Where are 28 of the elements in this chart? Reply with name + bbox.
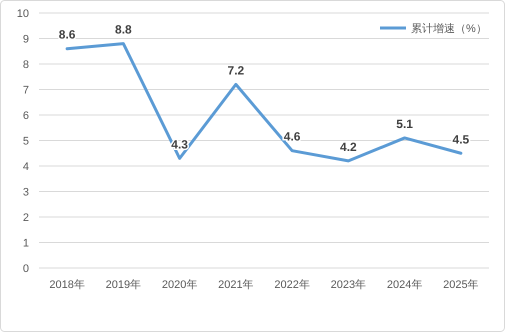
y-tick-label: 10 [16, 8, 29, 20]
y-tick-label: 3 [22, 186, 29, 198]
data-label: 4.6 [284, 130, 301, 144]
x-tick-label: 2021年 [218, 279, 254, 291]
x-tick-label: 2018年 [49, 279, 85, 291]
data-label: 8.6 [58, 28, 76, 42]
y-tick-label: 1 [22, 238, 29, 250]
x-tick-label: 2020年 [162, 279, 198, 291]
legend: 累计增速（%） [380, 23, 487, 35]
y-tick-label: 9 [22, 34, 29, 46]
x-tick-label: 2022年 [274, 279, 310, 291]
x-tick-label: 2019年 [106, 279, 142, 291]
y-tick-label: 2 [22, 212, 29, 224]
data-label: 5.1 [396, 116, 414, 131]
y-tick-label: 8 [22, 59, 29, 71]
y-tick-label: 4 [22, 161, 29, 173]
data-label: 4.2 [340, 140, 358, 154]
y-tick-label: 0 [22, 263, 29, 275]
y-tick-label: 7 [22, 84, 29, 96]
y-tick-label: 6 [22, 110, 29, 122]
data-label: 7.2 [228, 63, 245, 78]
x-tick-label: 2024年 [386, 279, 422, 291]
data-label: 4.5 [452, 132, 470, 146]
x-tick-label: 2025年 [443, 279, 479, 291]
y-tick-label: 5 [22, 136, 29, 148]
legend-label: 累计增速（%） [411, 22, 487, 35]
data-label: 8.8 [115, 22, 132, 37]
x-tick-label: 2023年 [330, 279, 366, 291]
